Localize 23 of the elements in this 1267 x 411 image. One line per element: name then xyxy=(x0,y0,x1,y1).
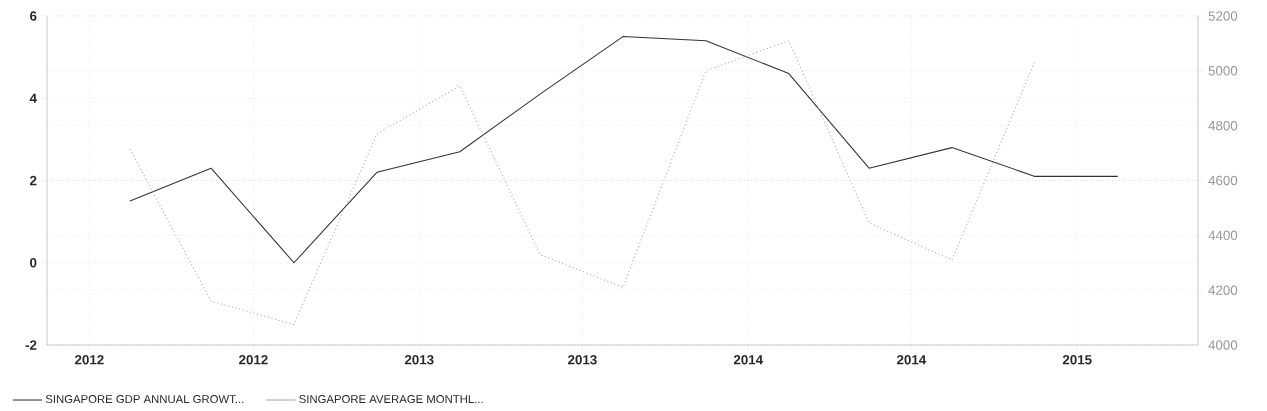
x-tick-label: 2013 xyxy=(404,355,434,365)
y2-tick-label: 4800 xyxy=(1208,120,1238,131)
y2-tick-label: 4600 xyxy=(1208,175,1238,186)
y-tick-label: 2 xyxy=(30,175,37,186)
y2-tick-label: 5200 xyxy=(1208,11,1238,21)
y2-tick-label: 4400 xyxy=(1208,230,1238,241)
y-tick-label: 4 xyxy=(29,93,37,103)
y2-tick-label: 5000 xyxy=(1208,66,1238,76)
legend-label: SINGAPORE AVERAGE MONTHL... xyxy=(299,395,483,404)
x-tick-label: 2014 xyxy=(733,355,763,365)
x-tick-label: 2014 xyxy=(897,355,927,365)
x-tick-label: 2012 xyxy=(74,355,104,365)
x-tick-label: 2013 xyxy=(568,355,597,365)
x-tick-label: 2012 xyxy=(239,355,268,365)
y-tick-label: 6 xyxy=(30,11,37,21)
y-tick-label: 0 xyxy=(30,258,37,268)
line-series xyxy=(129,40,1036,325)
y-tick-label: -2 xyxy=(25,340,37,350)
x-tick-label: 2015 xyxy=(1062,355,1092,365)
line-series xyxy=(129,36,1119,264)
legend-label: SINGAPORE GDP ANNUAL GROWT... xyxy=(45,395,244,404)
y2-tick-label: 4000 xyxy=(1208,340,1238,350)
y2-tick-label: 4200 xyxy=(1208,285,1238,295)
